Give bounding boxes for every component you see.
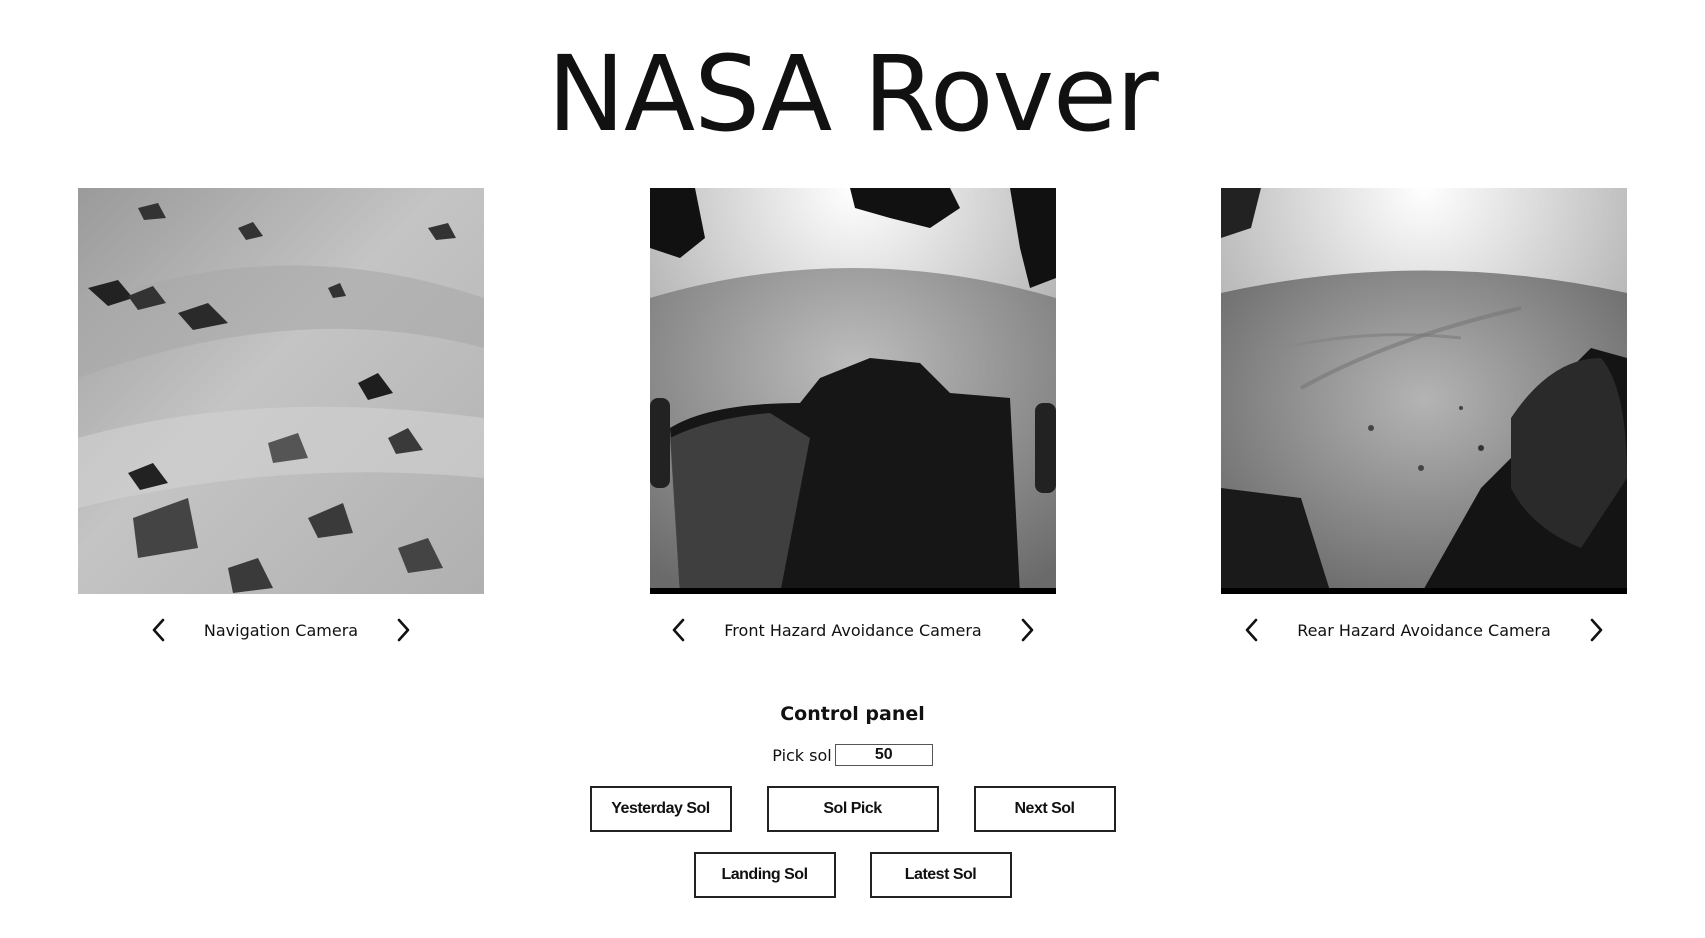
next-sol-button[interactable]: Next Sol [973,786,1116,832]
navigation-camera-photo [78,188,484,594]
yesterday-sol-button[interactable]: Yesterday Sol [589,786,732,832]
page-title: NASA Rover [547,33,1159,155]
camera-card-navigation: Navigation Camera [78,188,484,647]
rear-hazard-camera-label: Rear Hazard Avoidance Camera [1297,620,1551,640]
sol-pick-button[interactable]: Sol Pick [766,786,939,832]
sol-button-row-primary: Yesterday Sol Sol Pick Next Sol [0,786,1705,832]
chevron-left-icon[interactable] [1235,613,1269,647]
camera-card-rear-hazard: Rear Hazard Avoidance Camera [1221,188,1627,647]
front-hazard-camera-label: Front Hazard Avoidance Camera [724,620,982,640]
rear-hazard-camera-photo [1221,188,1627,594]
sol-button-row-secondary: Landing Sol Latest Sol [0,852,1705,898]
chevron-left-icon[interactable] [662,613,696,647]
navigation-camera-label: Navigation Camera [203,620,359,640]
camera-card-front-hazard: Front Hazard Avoidance Camera [650,188,1056,647]
control-panel-title: Control panel [780,703,925,725]
chevron-right-icon[interactable] [1010,613,1044,647]
chevron-left-icon[interactable] [142,613,176,647]
control-panel: Control panel Pick sol Yesterday Sol Sol… [0,700,1705,898]
front-hazard-camera-photo [650,188,1056,594]
latest-sol-button[interactable]: Latest Sol [869,852,1012,898]
rear-hazard-camera-caption: Rear Hazard Avoidance Camera [1221,613,1627,647]
sol-input[interactable] [834,744,933,766]
chevron-right-icon[interactable] [386,613,420,647]
sol-picker: Pick sol [0,744,1705,766]
front-hazard-camera-caption: Front Hazard Avoidance Camera [650,613,1056,647]
chevron-right-icon[interactable] [1579,613,1613,647]
sol-label: Pick sol [772,745,832,765]
landing-sol-button[interactable]: Landing Sol [693,852,836,898]
navigation-camera-caption: Navigation Camera [78,613,484,647]
